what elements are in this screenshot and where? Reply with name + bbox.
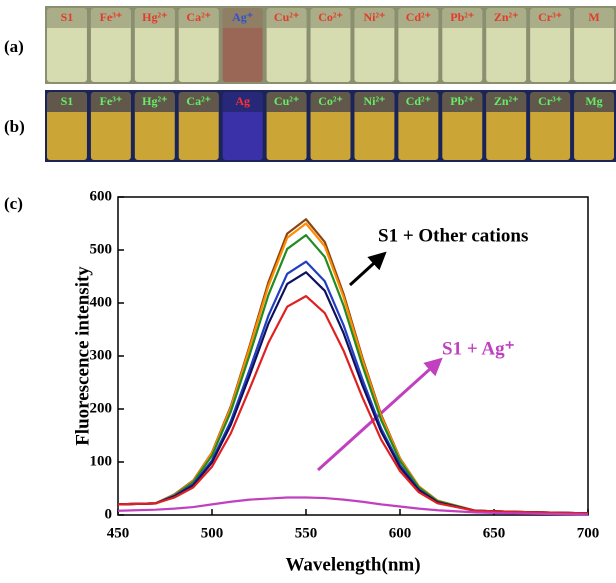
vial-cap (178, 92, 219, 112)
sample-label: Mg (585, 94, 602, 108)
sample-label: S1 (61, 94, 74, 108)
sample-label: Ca²⁺ (186, 10, 211, 24)
sample-label: Cu²⁺ (274, 10, 299, 24)
vial-cap (222, 8, 263, 28)
vial-cap (486, 8, 527, 28)
sample-label: Cd²⁺ (406, 10, 431, 24)
sample-label: Zn²⁺ (494, 94, 519, 108)
vial-cap (310, 8, 351, 28)
vial-cap (178, 8, 219, 28)
vial-cap (442, 92, 483, 112)
sample-label: Hg²⁺ (142, 10, 167, 24)
vial-cap (134, 8, 175, 28)
y-tick-label: 500 (90, 241, 113, 257)
y-tick-label: 400 (90, 294, 113, 310)
vial-cap (266, 92, 307, 112)
sample-label: Ni²⁺ (363, 94, 385, 108)
sample-label: Ni²⁺ (363, 10, 385, 24)
vial-cap (90, 8, 131, 28)
sample-label: Cu²⁺ (274, 94, 299, 108)
series-line (117, 295, 589, 515)
x-tick-label: 550 (295, 525, 318, 541)
sample-label: Ag (235, 94, 250, 108)
vial-cap (530, 92, 571, 112)
y-tick-label: 300 (90, 347, 113, 363)
sample-label: M (588, 10, 599, 24)
series-line (117, 222, 589, 515)
series-line (117, 218, 589, 515)
sample-label: Fe³⁺ (100, 94, 123, 108)
vial-cap (442, 8, 483, 28)
x-tick-label: 650 (483, 525, 506, 541)
vial-cap (574, 92, 614, 112)
vial-cap (486, 92, 527, 112)
vial-cap (530, 8, 571, 28)
sample-label: S1 (61, 10, 74, 24)
annotation: S1 + Ag⁺ (442, 338, 515, 359)
sample-label: Cr³⁺ (538, 10, 562, 24)
y-tick-label: 600 (90, 188, 113, 204)
vial-cap (90, 92, 131, 112)
vial-cap (354, 92, 395, 112)
sample-label: Pb²⁺ (450, 94, 474, 108)
vial-cap (266, 8, 307, 28)
y-tick-label: 100 (90, 453, 113, 469)
series-line (117, 271, 589, 515)
vial-cap (398, 8, 439, 28)
vial-cap (134, 92, 175, 112)
panel-label: (c) (4, 194, 23, 213)
vial-cap (47, 8, 87, 28)
sample-label: Co²⁺ (318, 10, 343, 24)
arrow (348, 251, 387, 287)
annotation: S1 + Other cations (378, 225, 528, 246)
x-axis-label: Wavelength(nm) (285, 554, 420, 575)
vial-cap (398, 92, 439, 112)
vial-cap (310, 92, 351, 112)
vial-cap (47, 92, 87, 112)
sample-label: Fe³⁺ (100, 10, 123, 24)
sample-label: Hg²⁺ (142, 94, 167, 108)
panel-label: (b) (4, 117, 25, 136)
vial-cap (354, 8, 395, 28)
x-tick-label: 600 (389, 525, 412, 541)
sample-label: Pb²⁺ (450, 10, 474, 24)
vial-cap (574, 8, 614, 28)
y-tick-label: 200 (90, 400, 113, 416)
x-tick-label: 450 (107, 525, 130, 541)
sample-label: Zn²⁺ (494, 10, 519, 24)
sample-label: Ag⁺ (232, 10, 253, 24)
series-line (117, 260, 589, 515)
sample-label: Cd²⁺ (406, 94, 431, 108)
y-tick-label: 0 (105, 506, 113, 522)
x-tick-label: 500 (201, 525, 224, 541)
panel-label: (a) (4, 37, 24, 56)
vial-cap (222, 92, 263, 112)
x-tick-label: 700 (577, 525, 600, 541)
sample-label: Ca²⁺ (186, 94, 211, 108)
sample-label: Co²⁺ (318, 94, 343, 108)
sample-label: Cr³⁺ (538, 94, 562, 108)
y-axis-label: Fluorescence intensity (72, 266, 93, 446)
series-line (117, 496, 589, 516)
